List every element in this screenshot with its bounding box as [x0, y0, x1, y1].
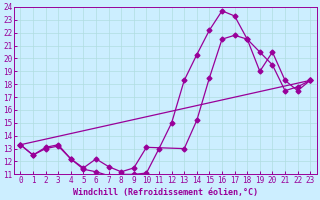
X-axis label: Windchill (Refroidissement éolien,°C): Windchill (Refroidissement éolien,°C)	[73, 188, 258, 197]
